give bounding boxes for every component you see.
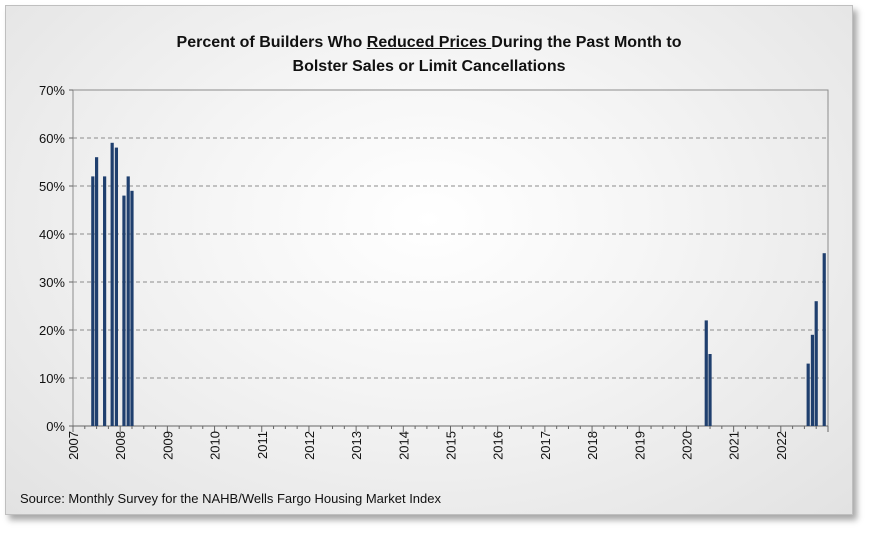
x-tick-label: 2008 — [113, 431, 128, 460]
y-tick-label: 50% — [39, 179, 65, 194]
x-tick-label: 2013 — [349, 431, 364, 460]
y-tick-label: 0% — [46, 419, 65, 434]
x-tick-label: 2007 — [66, 431, 81, 460]
y-tick-label: 70% — [39, 83, 65, 98]
y-tick-label: 60% — [39, 131, 65, 146]
bar — [822, 253, 826, 426]
bar — [130, 190, 134, 426]
bar — [810, 334, 815, 426]
x-tick-label: 2009 — [160, 431, 175, 460]
plot-area — [72, 89, 829, 427]
bar — [806, 363, 810, 426]
bar — [94, 157, 99, 426]
x-tick-label: 2017 — [538, 431, 553, 460]
x-tick-label: 2011 — [255, 431, 270, 459]
title-part-2: During the Past Month to — [491, 34, 682, 51]
y-tick-label: 30% — [39, 275, 65, 290]
bar — [708, 354, 712, 426]
bar — [103, 176, 107, 426]
x-tick-label: 2016 — [491, 431, 506, 460]
x-tick-label: 2015 — [444, 431, 459, 460]
x-tick-label: 2014 — [396, 431, 411, 460]
bar — [814, 301, 818, 426]
x-tick-label: 2012 — [302, 431, 317, 460]
x-tick-label: 2021 — [727, 431, 742, 460]
x-tick-label: 2018 — [585, 431, 600, 460]
title-emphasis: Reduced Prices — [366, 34, 492, 51]
chart-title: Percent of Builders Who Reduced Prices D… — [6, 31, 852, 79]
y-tick-label: 40% — [39, 227, 65, 242]
title-part-1: Percent of Builders Who — [176, 34, 367, 51]
bar — [704, 320, 708, 426]
x-tick-label: 2010 — [208, 431, 223, 460]
title-line-2: Bolster Sales or Limit Cancellations — [292, 58, 566, 75]
bar — [122, 195, 126, 426]
bar — [126, 176, 130, 426]
x-tick-label: 2020 — [679, 431, 694, 460]
chart-source: Source: Monthly Survey for the NAHB/Well… — [20, 491, 441, 506]
x-tick-label: 2019 — [632, 431, 647, 460]
y-tick-label: 10% — [39, 371, 65, 386]
y-tick-label: 20% — [39, 323, 65, 338]
x-tick-label: 2022 — [774, 431, 789, 460]
bar — [114, 147, 119, 426]
bar — [110, 142, 114, 427]
bar — [91, 176, 95, 426]
